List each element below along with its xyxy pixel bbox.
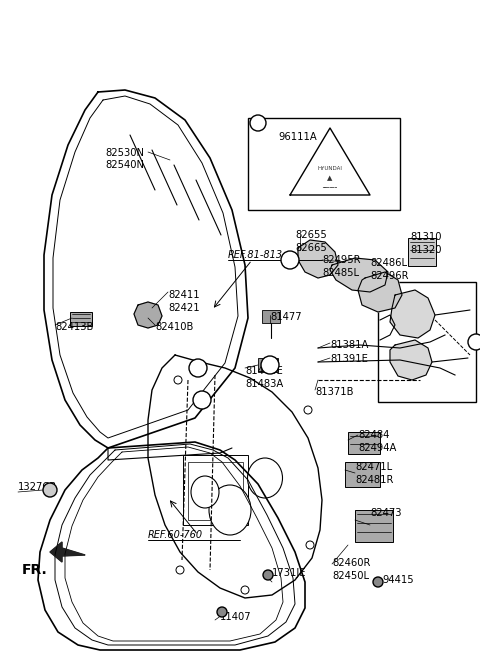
Text: 82413B: 82413B (55, 322, 94, 332)
Text: 82473: 82473 (370, 508, 401, 518)
Text: 82530N: 82530N (105, 148, 144, 158)
Bar (183, 455, 248, 525)
Ellipse shape (209, 485, 251, 535)
Text: ▲: ▲ (327, 175, 333, 181)
Circle shape (306, 541, 314, 549)
Circle shape (281, 251, 299, 269)
Circle shape (373, 577, 383, 587)
Text: 82484: 82484 (358, 430, 389, 440)
Text: 81477: 81477 (270, 312, 301, 322)
Text: 82481R: 82481R (355, 475, 394, 485)
Text: 82655: 82655 (295, 230, 327, 240)
Circle shape (176, 566, 184, 574)
Polygon shape (298, 240, 338, 278)
Text: 81320: 81320 (410, 245, 442, 255)
Bar (378, 282, 476, 402)
Bar (348, 432, 380, 454)
Polygon shape (358, 272, 402, 312)
Text: 11407: 11407 (220, 612, 252, 622)
Text: B: B (266, 360, 274, 370)
Polygon shape (50, 542, 85, 562)
Text: A: A (198, 395, 206, 405)
Text: 82421: 82421 (168, 303, 200, 313)
Text: 94415: 94415 (382, 575, 414, 585)
Text: 82450L: 82450L (332, 571, 369, 581)
Text: 82410B: 82410B (155, 322, 193, 332)
Polygon shape (390, 290, 435, 338)
Text: 82460R: 82460R (332, 558, 371, 568)
Text: 82496R: 82496R (370, 271, 408, 281)
Bar (408, 238, 436, 266)
Text: HYUNDAI: HYUNDAI (317, 166, 343, 171)
Text: 81391E: 81391E (330, 354, 368, 364)
Text: 81381A: 81381A (330, 340, 368, 350)
Polygon shape (290, 128, 370, 195)
Circle shape (241, 586, 249, 594)
Text: B: B (287, 255, 293, 265)
Text: 1731JE: 1731JE (272, 568, 307, 578)
Circle shape (261, 356, 279, 374)
Bar (262, 310, 280, 323)
Text: 82485L: 82485L (322, 268, 359, 278)
Circle shape (174, 376, 182, 384)
Circle shape (217, 607, 227, 617)
Polygon shape (330, 258, 388, 292)
Circle shape (468, 334, 480, 350)
Text: ━━━━━━: ━━━━━━ (323, 186, 337, 190)
Text: 81371B: 81371B (315, 387, 353, 397)
Circle shape (263, 570, 273, 580)
Text: 1327CB: 1327CB (18, 482, 57, 492)
Bar (345, 462, 380, 487)
Text: a: a (195, 363, 201, 373)
Text: 82471L: 82471L (355, 462, 392, 472)
Text: A: A (472, 337, 480, 347)
Text: FR.: FR. (22, 563, 48, 577)
Circle shape (304, 406, 312, 414)
Text: 81310: 81310 (410, 232, 442, 242)
Text: 82494A: 82494A (358, 443, 396, 453)
Circle shape (43, 483, 57, 497)
Text: a: a (255, 118, 261, 128)
Bar (355, 510, 393, 542)
Ellipse shape (248, 458, 283, 498)
Text: 82486L: 82486L (370, 258, 407, 268)
Text: REF.81-813: REF.81-813 (228, 250, 283, 260)
Text: 82540N: 82540N (105, 160, 144, 170)
Text: 96111A: 96111A (278, 132, 317, 142)
Text: 81483A: 81483A (245, 379, 283, 389)
Bar (258, 358, 278, 372)
Bar (188, 462, 243, 520)
Circle shape (193, 391, 211, 409)
Text: 82665: 82665 (295, 243, 327, 253)
Circle shape (250, 115, 266, 131)
Text: REF.60-760: REF.60-760 (148, 530, 203, 540)
Bar (248, 118, 400, 210)
Ellipse shape (191, 476, 219, 508)
Circle shape (189, 359, 207, 377)
Text: 82411: 82411 (168, 290, 200, 300)
Text: 81473E: 81473E (245, 366, 283, 376)
Polygon shape (134, 302, 162, 328)
Polygon shape (390, 340, 432, 380)
Text: 82495R: 82495R (322, 255, 360, 265)
Bar (70, 312, 92, 326)
